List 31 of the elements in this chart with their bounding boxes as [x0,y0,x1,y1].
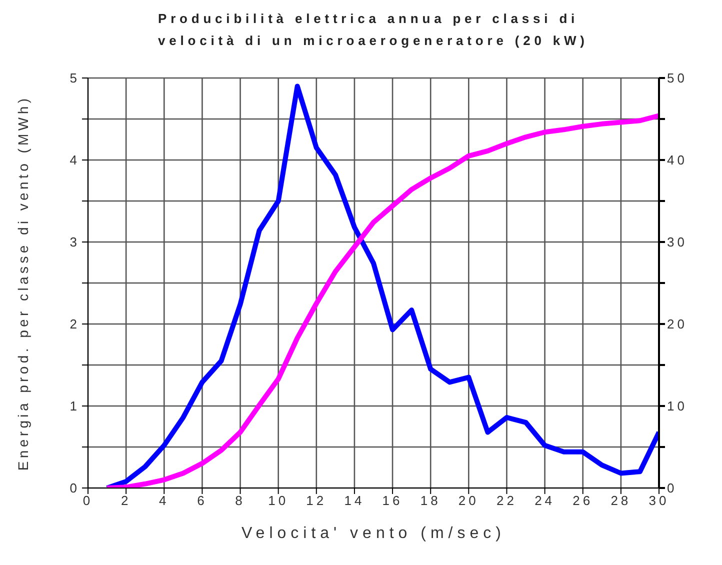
x-tick-label: 26 [572,493,594,508]
x-tick-label: 24 [534,493,556,508]
y2-tick-label: 10 [667,398,688,414]
x-tick-label: 8 [235,493,246,508]
x-tick-label: 6 [197,493,208,508]
x-tick-label: 14 [344,493,365,508]
y2-tick-label: 20 [667,316,688,332]
y-tick-label: 3 [70,234,80,250]
y-tick-label: 5 [70,70,80,86]
y2-tick-label: 50 [667,70,688,86]
y-tick-label: 2 [70,316,80,332]
x-tick-label: 12 [306,493,327,508]
x-tick-label: 30 [648,493,670,508]
y2-tick-label: 40 [667,152,688,168]
chart-title: Producibilità elettrica annua per classi di velocità di un microaerogeneratore (20 kW) [158,10,590,50]
x-tick-label: 10 [268,493,289,508]
y-tick-label: 1 [70,398,80,414]
y-tick-label: 4 [70,152,80,168]
x-tick-label: 4 [159,493,170,508]
x-tick-label: 22 [496,493,517,508]
x-axis-title: Velocita' vento (m/sec) [242,525,506,542]
y-axis-title: Energia prod. per classe di vento (MWh) [14,95,31,471]
x-tick-label: 20 [458,493,479,508]
y2-tick-label: 0 [667,480,678,496]
x-tick-label: 28 [610,493,632,508]
y2-tick-label: 30 [667,234,688,250]
x-tick-label: 2 [120,493,132,508]
y-tick-label: 0 [70,480,80,496]
x-tick-label: 16 [382,493,403,508]
x-tick-label: 0 [82,493,94,508]
x-tick-label: 18 [420,493,441,508]
